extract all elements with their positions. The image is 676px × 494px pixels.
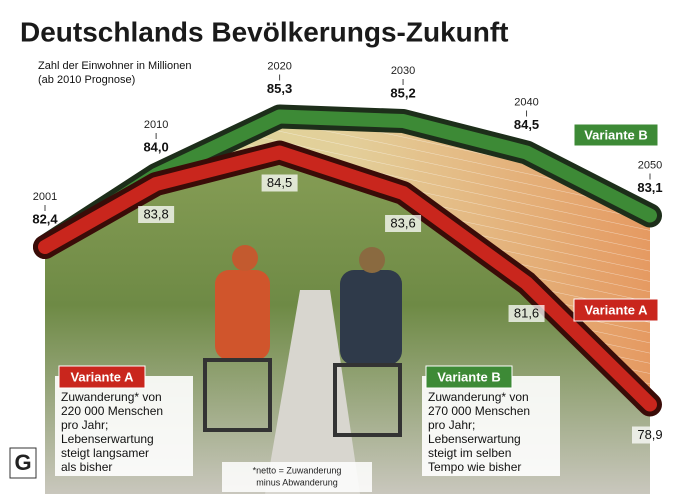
x-label: 2030 <box>391 65 415 77</box>
annotation-text: pro Jahr; <box>61 418 108 432</box>
walker-red <box>215 270 270 360</box>
annotation-text: als bisher <box>61 460 112 474</box>
value-label: 83,6 <box>390 215 415 230</box>
value-label-bg <box>632 426 668 444</box>
walker-head <box>232 245 258 271</box>
series-line <box>38 145 657 412</box>
annotation-text: Lebenserwartung <box>428 432 521 446</box>
value-label: 83,1 <box>637 180 662 195</box>
stroller <box>203 358 272 432</box>
annotation-header <box>58 365 146 389</box>
annotation-text: steigt langsamer <box>61 446 149 460</box>
value-label: 84,5 <box>267 175 292 190</box>
annotation-text: Zuwanderung* von <box>61 390 162 404</box>
source: Quelle: DIW Berlin <box>19 294 28 360</box>
value-label-bg <box>261 174 298 192</box>
annotation-text: pro Jahr; <box>428 418 475 432</box>
value-label: 85,2 <box>390 85 415 100</box>
x-label: 2020 <box>267 60 291 72</box>
logo: G <box>14 450 31 475</box>
walkers <box>203 245 402 437</box>
x-label: 2010 <box>144 119 168 131</box>
x-label: 2001 <box>33 191 57 203</box>
legend-box <box>573 298 659 322</box>
annotation-box <box>422 376 560 476</box>
annotation-text: 270 000 Menschen <box>428 404 530 418</box>
value-label-bg <box>385 215 422 232</box>
value-label: 78,9 <box>637 427 662 442</box>
footnote-bg <box>222 462 372 492</box>
value-label: 82,4 <box>32 211 58 226</box>
walker-head <box>359 247 385 273</box>
annotation-text: steigt im selben <box>428 446 511 460</box>
chart-title: Deutschlands Bevölkerungs-Zukunft <box>20 16 509 47</box>
credit: © Globus <box>18 380 28 420</box>
value-label: 81,6 <box>514 305 539 320</box>
annotation-box <box>55 376 193 476</box>
annotation-text: Tempo wie bisher <box>428 460 521 474</box>
x-label: 2050 <box>638 159 662 171</box>
value-label: 84,5 <box>514 117 539 132</box>
annotation-text: 220 000 Menschen <box>61 404 163 418</box>
path-road <box>265 290 360 494</box>
title-bg <box>8 8 668 52</box>
value-label-bg <box>138 206 175 223</box>
annotation-title: Variante B <box>437 369 501 384</box>
legend-box <box>573 123 659 147</box>
annotation-text: Zuwanderung* von <box>428 390 529 404</box>
legend-label: Variante A <box>584 302 648 317</box>
subtitle: (ab 2010 Prognose) <box>38 74 135 86</box>
x-label: 2040 <box>514 96 538 108</box>
value-label-bg <box>508 305 545 322</box>
stroller <box>333 363 402 437</box>
variant-band-stripes <box>45 116 650 405</box>
annotation-header <box>425 365 513 389</box>
annotation-text: Lebenserwartung <box>61 432 154 446</box>
annotation-title: Variante A <box>70 369 134 384</box>
legend-label: Variante B <box>584 127 648 142</box>
subtitle: Zahl der Einwohner in Millionen <box>38 60 191 72</box>
footnote: *netto = Zuwanderung <box>253 465 342 475</box>
walker-blue <box>340 270 402 365</box>
footnote: minus Abwanderung <box>256 477 338 487</box>
logo-box <box>9 447 37 479</box>
value-label: 84,0 <box>143 139 168 154</box>
value-label: 83,8 <box>143 206 168 221</box>
value-label: 85,3 <box>267 81 292 96</box>
